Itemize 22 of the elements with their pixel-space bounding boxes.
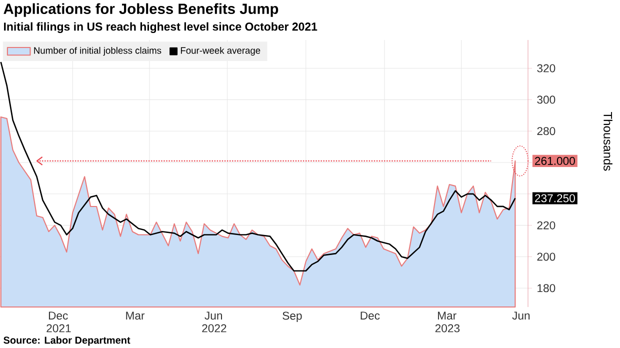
- line-series: [0, 61, 516, 272]
- data-label: 237.250: [535, 194, 575, 202]
- chart-title: Applications for Jobless Benefits Jump: [4, 3, 278, 17]
- source-note: Source: Labor Department: [4, 336, 130, 346]
- y-tick-label: 220: [537, 221, 556, 230]
- y-tick-label: 180: [538, 284, 556, 292]
- x-tick-label: Jun: [512, 312, 530, 320]
- legend-label: Number of initial jobless claims: [34, 46, 162, 56]
- y-tick-label: 320: [537, 64, 556, 72]
- chart-subtitle: Initial filings in US reach highest level since October 2021: [4, 22, 318, 33]
- x-tick-label: Dec: [360, 312, 380, 320]
- x-tick-label: Dec 2021: [46, 312, 71, 332]
- legend-label: Four-week average: [180, 46, 260, 56]
- y-axis-title: Thousands: [604, 112, 612, 171]
- x-tick-label: Mar 2023: [435, 312, 460, 332]
- data-label: 261.000: [535, 156, 575, 165]
- x-tick-label: Jun 2022: [202, 312, 226, 332]
- x-tick-label: Mar: [126, 312, 145, 320]
- y-tick-label: 300: [537, 96, 556, 104]
- y-tick-label: 280: [537, 127, 556, 136]
- x-tick-label: Sep: [282, 312, 302, 322]
- y-tick-label: 200: [537, 252, 556, 261]
